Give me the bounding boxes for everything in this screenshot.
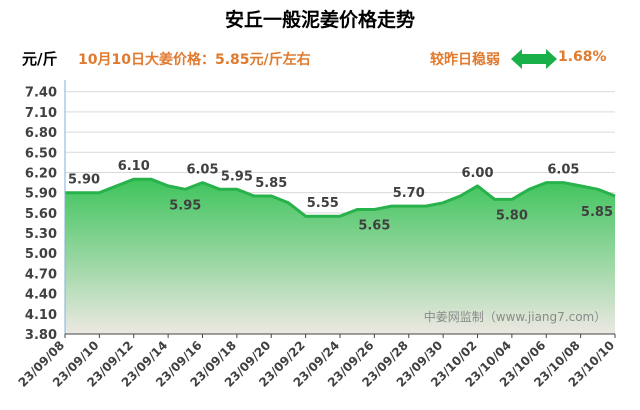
data-label: 5.95 [169,198,201,213]
double-arrow-shape [511,49,557,69]
y-tick-label: 7.40 [25,86,57,101]
price-area [65,179,615,334]
y-tick-label: 3.80 [25,328,57,343]
data-label: 5.85 [581,205,613,220]
y-tick-label: 4.70 [25,267,57,282]
double-arrow-icon [511,49,557,69]
y-tick-label: 5.30 [25,227,57,242]
data-label: 6.00 [461,166,493,181]
data-label: 5.80 [496,208,528,223]
today-price-text: 10月10日大姜价格：5.85元/斤左右 [78,52,311,68]
data-label: 6.05 [547,163,579,178]
watermark: 中姜网监制（www.jiang7.com） [424,309,606,324]
data-label: 6.05 [186,163,218,178]
y-tick-label: 6.50 [25,146,57,161]
data-label: 5.70 [393,186,425,201]
y-tick-label: 6.20 [25,166,57,181]
y-tick-label: 4.40 [25,288,57,303]
compare-percent: 1.68% [558,49,607,65]
y-tick-label: 7.10 [25,106,57,121]
data-label: 5.55 [307,196,339,211]
y-tick-label: 5.60 [25,207,57,222]
y-tick-label: 5.00 [25,247,57,262]
data-label: 5.90 [68,173,100,188]
area-series [65,177,616,334]
data-label: 5.95 [221,169,253,184]
compare-text: 较昨日稳弱 [430,52,500,68]
y-tick-label: 4.10 [25,308,57,323]
data-label: 6.10 [118,159,150,174]
price-line [65,177,616,218]
unit-label: 元/斤 [22,50,58,68]
y-tick-label: 5.90 [25,187,57,202]
y-tick-label: 6.80 [25,126,57,141]
data-labels: 5.906.105.956.05 5.95 5.855.555.655.706.00… [68,159,613,233]
page-title: 安丘一般泥姜价格走势 [224,9,415,31]
data-label: 5.65 [358,219,390,234]
data-label: 5.85 [255,176,287,191]
